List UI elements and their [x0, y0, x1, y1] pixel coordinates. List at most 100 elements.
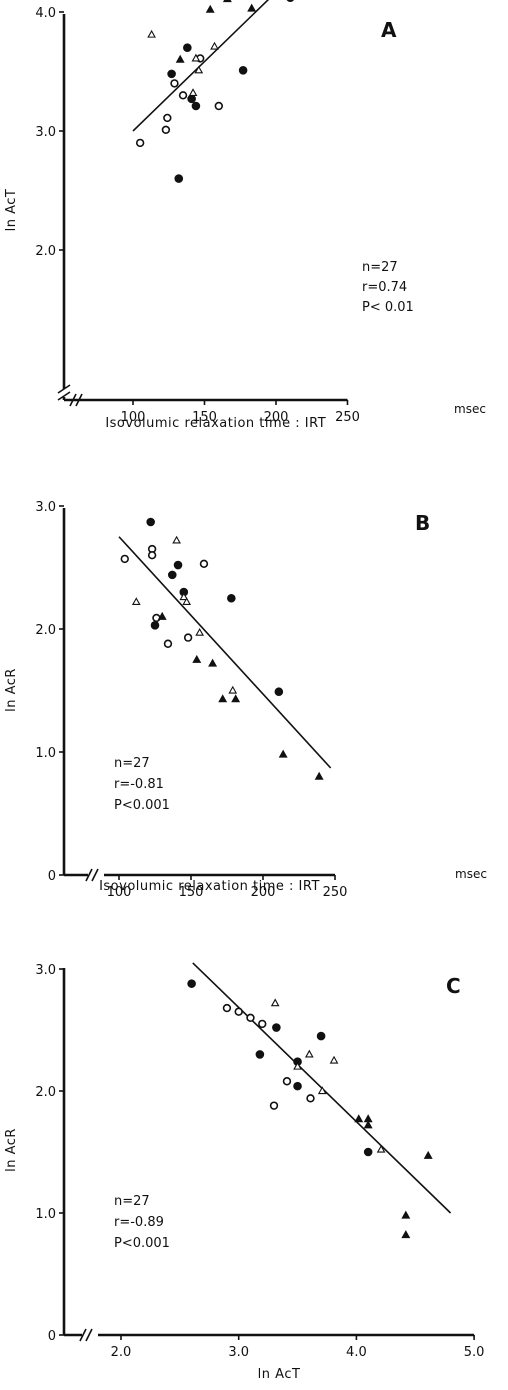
data-point — [150, 621, 160, 630]
data-point — [231, 694, 241, 703]
data-point — [183, 633, 193, 642]
data-point — [255, 1050, 265, 1059]
data-point — [182, 597, 192, 606]
y-axis-label: ln AcT — [4, 189, 19, 232]
series-filled-circle — [167, 0, 294, 183]
data-point — [293, 1061, 302, 1070]
data-point — [316, 1031, 326, 1041]
stat-text: r=0.74 — [362, 280, 407, 295]
data-point — [183, 43, 192, 53]
x-axis-break — [85, 868, 99, 882]
x-tick-label: 100 — [107, 885, 132, 900]
x-tick-label: 150 — [179, 885, 204, 900]
data-point — [170, 79, 179, 88]
y-tick-label: 0 — [48, 869, 56, 884]
data-point — [423, 1150, 433, 1159]
data-point — [179, 592, 189, 601]
chart-panel-c: 0 1.0 2.0 3.0 2.0 3.0 4.0 5.0 ln AcT ln AcR Cn=27 r… — [4, 962, 485, 1382]
data-point — [120, 554, 129, 564]
data-point — [238, 66, 248, 75]
data-point — [227, 593, 236, 603]
series-open-circle — [120, 544, 209, 648]
stat-text: n=27 — [114, 1194, 150, 1209]
data-point — [147, 550, 157, 560]
data-point — [173, 560, 183, 570]
data-point — [214, 101, 224, 111]
data-point — [161, 125, 171, 135]
data-point — [210, 41, 219, 50]
data-point — [194, 65, 204, 74]
x-axis-label: Isovolumic relaxation time : IRT — [105, 416, 326, 431]
x-axis-unit: msec — [454, 402, 486, 416]
data-point — [286, 0, 294, 3]
data-point — [195, 627, 204, 636]
x-tick-label: 150 — [192, 410, 217, 425]
x-tick-label: 100 — [121, 410, 146, 425]
data-point — [167, 570, 177, 580]
x-tick-label: 5.0 — [464, 1345, 485, 1360]
panel-label: A — [381, 18, 397, 42]
x-tick-label: 2.0 — [111, 1345, 132, 1360]
x-axis-label: ln AcT — [258, 1367, 301, 1382]
panel-label: B — [415, 511, 430, 535]
data-point — [187, 979, 196, 988]
x-axis-break — [79, 1328, 93, 1342]
y-tick-label: 3.0 — [35, 500, 56, 515]
x-tick-label: 4.0 — [346, 1345, 367, 1360]
data-point — [228, 685, 238, 694]
x-axis-break — [69, 393, 83, 407]
data-point — [174, 174, 184, 183]
data-point — [163, 113, 172, 123]
data-point — [272, 1023, 281, 1032]
stat-text: r=-0.89 — [114, 1215, 164, 1230]
data-point — [172, 535, 181, 544]
data-point — [306, 1094, 315, 1103]
x-tick-label: 200 — [251, 885, 276, 900]
data-point — [205, 4, 215, 13]
panel-label: C — [446, 974, 461, 998]
y-tick-label: 3.0 — [35, 125, 56, 140]
data-point — [191, 101, 201, 111]
data-point — [278, 749, 288, 758]
series-open-circle — [135, 54, 224, 148]
data-point — [175, 54, 185, 63]
data-point — [131, 597, 141, 606]
data-point — [163, 639, 173, 648]
stat-text: n=27 — [362, 260, 398, 275]
data-point — [135, 138, 145, 148]
x-tick-label: 3.0 — [228, 1345, 249, 1360]
data-point — [147, 29, 156, 38]
data-point — [234, 1007, 243, 1016]
y-axis-label: ln AcR — [4, 668, 19, 712]
stat-text: P<0.001 — [114, 1236, 170, 1251]
data-point — [363, 1147, 373, 1157]
x-tick-label: 250 — [323, 885, 348, 900]
regression-line — [132, 0, 270, 132]
data-point — [304, 1049, 314, 1058]
regression-line — [118, 536, 332, 769]
x-axis-label: Isovolumic relaxation time : IRT — [99, 879, 320, 894]
data-point — [187, 94, 196, 104]
y-tick-label: 1.0 — [35, 1207, 56, 1222]
series-filled-circle — [146, 517, 284, 697]
data-point — [157, 611, 167, 620]
x-tick-label: 200 — [264, 410, 289, 425]
data-point — [401, 1210, 411, 1219]
data-point — [188, 88, 198, 96]
y-tick-label: 2.0 — [35, 244, 56, 259]
stat-text: P<0.001 — [114, 798, 170, 813]
y-tick-label: 0 — [48, 1329, 56, 1344]
data-point — [208, 658, 218, 667]
series-filled-triangle — [354, 1114, 433, 1239]
series-open-triangle — [147, 29, 219, 96]
y-tick-label: 3.0 — [35, 963, 56, 978]
data-point — [293, 1081, 302, 1091]
series-filled-circle — [187, 979, 373, 1157]
series-filled-triangle — [175, 0, 257, 63]
series-filled-triangle — [157, 611, 324, 780]
data-point — [167, 69, 176, 79]
y-tick-label: 2.0 — [35, 623, 56, 638]
stat-text: P< 0.01 — [362, 300, 414, 315]
